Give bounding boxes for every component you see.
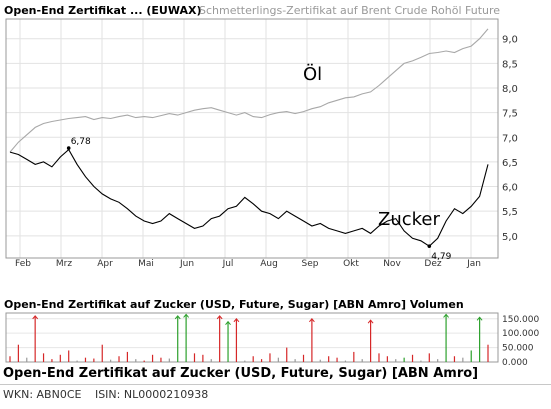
price-plot-frame <box>5 18 499 259</box>
volume-y-tick-label: 50.000 <box>502 344 534 354</box>
volume-bars <box>9 313 489 362</box>
price-x-tick-label: Jun <box>179 259 194 269</box>
series-line-oel <box>9 28 489 153</box>
price-x-tick-label: Mrz <box>56 259 72 269</box>
isin-label: ISIN: NL0000210938 <box>94 388 209 401</box>
volume-bar-arrow <box>443 313 449 318</box>
volume-bar-arrow <box>174 315 181 320</box>
price-x-tick-label: Feb <box>15 259 31 269</box>
volume-title: Open-End Zertifikat auf Zucker (USD, Fut… <box>4 298 464 311</box>
price-y-tick-label: 9,0 <box>502 35 518 46</box>
chart-canvas: Open-End Zertifikat ... (EUWAX) Schmette… <box>4 4 539 365</box>
footer-identifiers: WKN: ABN0CE ISIN: NL0000210938 <box>3 388 218 401</box>
price-y-tick-label: 6,0 <box>502 183 518 194</box>
footer-title: Open-End Zertifikat auf Zucker (USD, Fut… <box>3 366 479 381</box>
price-y-tick-label: 7,0 <box>502 133 518 144</box>
price-x-tick-label: Jan <box>466 259 481 269</box>
volume-plot-frame <box>5 312 499 363</box>
chart-title: Open-End Zertifikat ... (EUWAX) <box>4 4 202 17</box>
annotation-marker <box>427 244 432 248</box>
annotation-marker <box>66 146 71 150</box>
series-label-zucker: Zucker <box>378 209 440 230</box>
volume-y-tick-label: 150.000 <box>502 315 539 325</box>
price-y-ticks: 5,0 5,5 6,0 6,5 7,0 7,5 8,0 8,5 9,0 <box>502 35 518 243</box>
price-x-ticks: Feb Mrz Apr Mai Jun Jul Aug Sep Okt Nov Dez Jan <box>15 259 481 269</box>
volume-y-tick-label: 100.000 <box>502 329 539 339</box>
volume-y-ticks: 0,000 50.000 100.000 150.000 <box>502 315 539 365</box>
price-y-tick-label: 8,5 <box>502 59 518 70</box>
price-y-tick-label: 5,5 <box>502 207 518 218</box>
volume-bar-arrow <box>476 316 483 321</box>
volume-bar-arrow <box>233 317 240 323</box>
series-label-oel: Öl <box>303 63 322 85</box>
price-grid <box>6 19 498 258</box>
wkn-label: WKN: ABN0CE <box>3 388 82 401</box>
series-line-zucker <box>9 148 489 247</box>
price-x-tick-label: Okt <box>343 259 359 269</box>
volume-bar-arrow <box>225 320 231 325</box>
price-x-tick-label: Jul <box>222 259 234 269</box>
volume-y-tick-label: 0,000 <box>502 358 528 365</box>
price-series <box>9 28 489 247</box>
price-y-tick-label: 8,0 <box>502 84 518 95</box>
volume-grid <box>6 318 498 363</box>
price-annotations: 6,78 4,79 <box>66 137 452 262</box>
price-y-tick-label: 6,5 <box>502 158 518 169</box>
volume-bar-arrow <box>183 313 189 318</box>
volume-bar-arrow <box>32 315 39 320</box>
volume-bar-arrow <box>309 317 315 323</box>
price-x-tick-label: Mai <box>138 259 154 269</box>
price-y-tick-label: 5,0 <box>502 232 518 243</box>
annotation-label: 6,78 <box>71 137 91 147</box>
price-x-tick-label: Apr <box>97 259 113 269</box>
footer-divider <box>0 384 551 385</box>
volume-bar-arrow <box>367 319 374 324</box>
price-x-tick-label: Aug <box>260 259 278 269</box>
price-x-tick-label: Dez <box>424 259 441 269</box>
price-x-tick-label: Sep <box>302 259 319 269</box>
chart-subtitle: Schmetterlings-Zertifikat auf Brent Crud… <box>199 4 500 17</box>
price-x-tick-label: Nov <box>383 259 401 269</box>
volume-bar-arrow <box>216 315 223 320</box>
annotation-label: 4,79 <box>431 252 451 262</box>
price-y-tick-label: 7,5 <box>502 109 518 120</box>
